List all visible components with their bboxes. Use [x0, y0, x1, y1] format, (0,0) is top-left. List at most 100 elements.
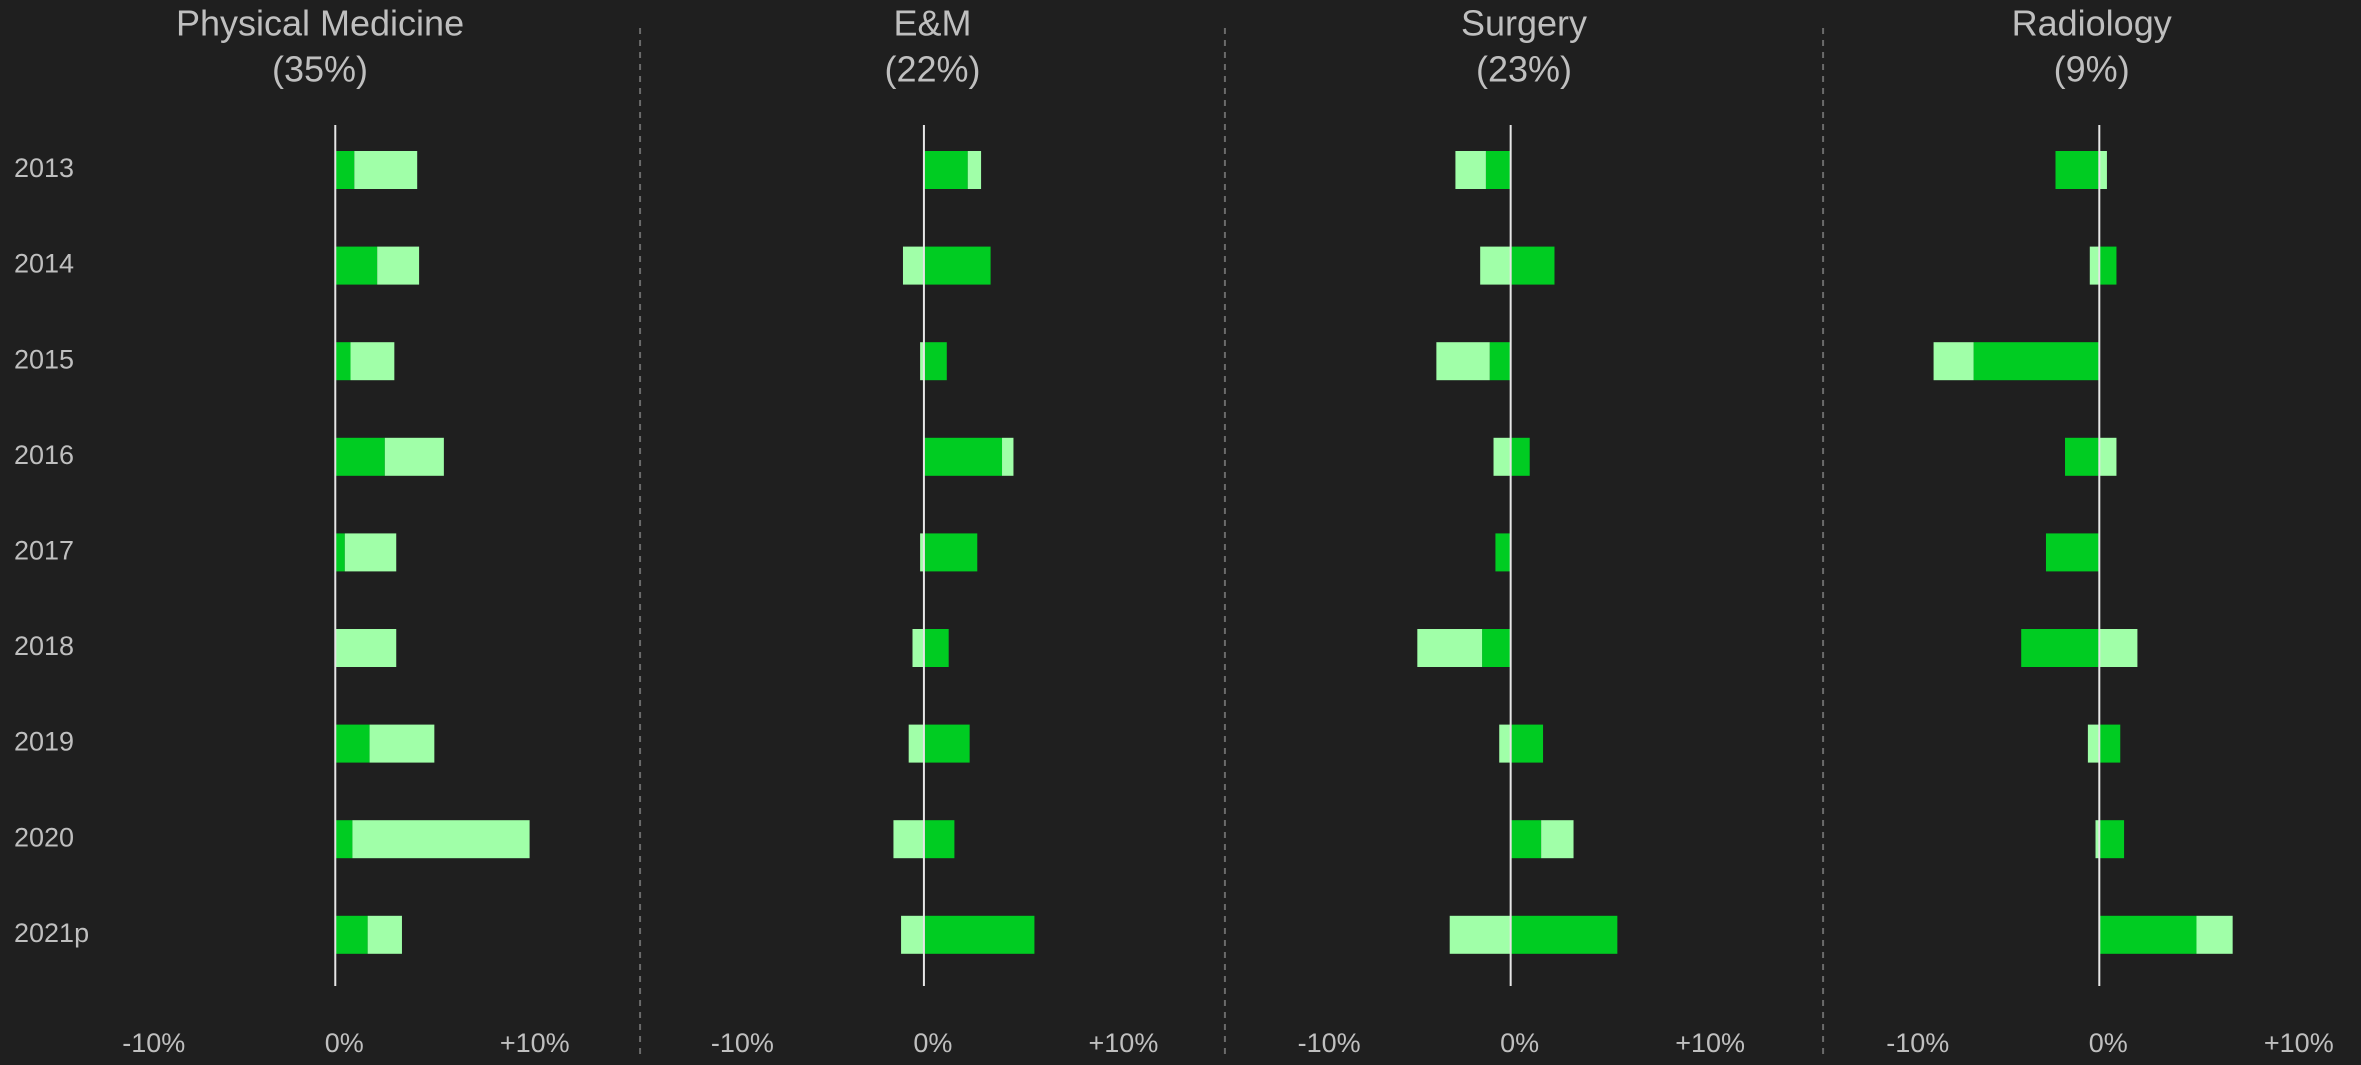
bar-segment [1485, 151, 1511, 189]
bar-segment [1541, 820, 1574, 859]
x-tick-label: +10% [1675, 1028, 1745, 1058]
x-tick-label: 0% [1500, 1028, 1539, 1058]
bar-segment [352, 820, 530, 859]
x-tick-label: -10% [711, 1028, 774, 1058]
x-tick-label: -10% [1298, 1028, 1361, 1058]
bar-segment [1495, 533, 1511, 572]
bar-segment [1510, 724, 1544, 763]
bar-segment [1489, 342, 1511, 381]
x-tick-label: +10% [1089, 1028, 1159, 1058]
category-label: 2015 [14, 344, 74, 374]
bar-segment [2087, 724, 2100, 763]
bar-segment [335, 437, 385, 476]
bar-segment [923, 437, 1003, 476]
panel-subtitle: (23%) [1476, 49, 1572, 90]
bar-segment [920, 533, 924, 572]
category-label: 2020 [14, 822, 74, 852]
category-label: 2021p [14, 918, 89, 948]
category-label: 2016 [14, 440, 74, 470]
panel-subtitle: (35%) [272, 49, 368, 90]
category-label: 2018 [14, 631, 74, 661]
bar-segment [367, 915, 402, 954]
bar-segment [1510, 246, 1555, 285]
bar-segment [2099, 437, 2117, 476]
bar-segment [1510, 915, 1618, 954]
panel-title: Surgery [1461, 3, 1587, 44]
bar-segment [354, 151, 418, 189]
bar-segment [923, 820, 955, 859]
bar-segment [1499, 724, 1511, 763]
bar-segment [384, 437, 444, 476]
bar-segment [344, 533, 397, 572]
bar-segment [923, 342, 947, 381]
bar-segment [920, 342, 924, 381]
bar-segment [377, 246, 420, 285]
bar-segment [893, 820, 924, 859]
bar-segment [335, 915, 368, 954]
panel-title: Physical Medicine [176, 3, 464, 44]
category-label: 2014 [14, 249, 74, 279]
bar-segment [901, 915, 924, 954]
bar-segment [1510, 437, 1530, 476]
bar-segment [2065, 437, 2100, 476]
bar-segment [335, 151, 355, 189]
panel-title: E&M [893, 3, 971, 44]
bar-segment [2099, 629, 2138, 667]
bar-segment [923, 915, 1035, 954]
bar-segment [1933, 342, 1974, 381]
bar-segment [1436, 342, 1490, 381]
panel-subtitle: (22%) [884, 49, 980, 90]
bar-segment [902, 246, 924, 285]
bar-segment [335, 724, 370, 763]
bar-segment [2099, 915, 2197, 954]
x-tick-label: +10% [500, 1028, 570, 1058]
bar-segment [2099, 246, 2117, 285]
bar-segment [2196, 915, 2233, 954]
bar-segment [1417, 629, 1483, 667]
bar-segment [923, 724, 970, 763]
bar-segment [369, 724, 435, 763]
category-label: 2013 [14, 153, 74, 183]
bar-segment [2021, 629, 2100, 667]
panel-title: Radiology [2012, 3, 2172, 44]
bar-segment [335, 533, 345, 572]
bar-segment [2099, 151, 2107, 189]
x-tick-label: -10% [122, 1028, 185, 1058]
bar-segment [2055, 151, 2100, 189]
bar-segment [1493, 437, 1511, 476]
bar-segment [1002, 437, 1014, 476]
x-tick-label: -10% [1886, 1028, 1949, 1058]
bar-segment [967, 151, 982, 189]
bar-segment [2095, 820, 2100, 859]
bar-segment [2045, 533, 2100, 572]
bar-segment [1449, 915, 1511, 954]
x-tick-label: +10% [2264, 1028, 2334, 1058]
bar-segment [1455, 151, 1486, 189]
bar-segment [923, 151, 968, 189]
bar-segment [2099, 724, 2121, 763]
panel-subtitle: (9%) [2054, 49, 2130, 90]
bar-segment [1480, 246, 1511, 285]
category-label: 2019 [14, 727, 74, 757]
bar-segment [2099, 820, 2125, 859]
x-tick-label: 0% [913, 1028, 952, 1058]
bar-segment [335, 820, 353, 859]
category-label: 2017 [14, 536, 74, 566]
bar-segment [912, 629, 924, 667]
bar-segment [335, 342, 351, 381]
bar-segment [923, 533, 978, 572]
bar-segment [908, 724, 924, 763]
x-tick-label: 0% [2089, 1028, 2128, 1058]
bar-segment [1482, 629, 1511, 667]
bar-segment [1510, 820, 1542, 859]
bar-segment [335, 629, 397, 667]
bar-segment [335, 246, 378, 285]
bar-segment [923, 629, 949, 667]
bar-segment [1973, 342, 2100, 381]
bar-segment [350, 342, 395, 381]
bar-segment [2089, 246, 2100, 285]
x-tick-label: 0% [325, 1028, 364, 1058]
bar-segment [923, 246, 991, 285]
